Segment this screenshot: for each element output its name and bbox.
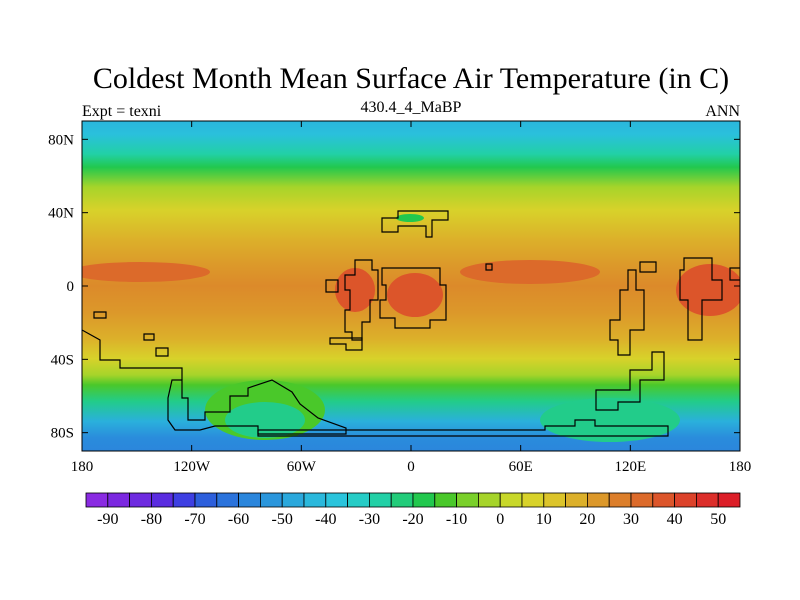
chart-title: Coldest Month Mean Surface Air Temperatu… (93, 62, 729, 95)
colorbar-swatch (281, 492, 305, 508)
x-tick-label: 120E (614, 459, 646, 475)
x-tick-label: 60E (509, 459, 533, 475)
colorbar: -90 -80 -70 -60 -50 -40 -30 -20 -10 0 10 20 30 40 50 (85, 492, 741, 528)
colorbar-swatch (587, 492, 610, 508)
colorbar-swatch (543, 492, 566, 508)
colorbar-swatch (238, 492, 261, 508)
warm-region-africa (387, 273, 443, 317)
colorbar-swatch (216, 492, 240, 508)
y-tick-label: 80S (51, 426, 74, 442)
colorbar-swatch (674, 492, 697, 508)
colorbar-label: 40 (667, 511, 683, 528)
warm-region-central-pacific (460, 260, 600, 284)
x-tick-label: 120W (173, 459, 211, 475)
colorbar-label: 30 (623, 511, 639, 528)
colorbar-swatch (368, 492, 392, 508)
subtitle-right: ANN (705, 103, 740, 120)
colorbar-label: -40 (315, 511, 336, 528)
coastline-east-landmass (609, 269, 645, 356)
coastline-island-tiny-2 (143, 333, 155, 341)
colorbar-swatch (172, 492, 196, 508)
x-tick-label: 0 (407, 459, 415, 475)
colorbar-swatch (565, 492, 588, 508)
coastline-west-edge (82, 329, 183, 380)
colorbar-swatch (521, 492, 545, 508)
colorbar-swatch (630, 492, 654, 508)
y-tick-label: 40S (51, 352, 74, 368)
heatmap-field (82, 121, 740, 451)
colorbar-swatch (303, 492, 327, 508)
coastline-southern-east (595, 351, 665, 411)
coastline-island-tiny-4 (485, 263, 493, 271)
colorbar-swatch (347, 492, 370, 508)
colorbar-label: -80 (141, 511, 162, 528)
colorbar-swatch (717, 492, 741, 508)
colorbar-swatch (390, 492, 414, 508)
warm-region-far-east (676, 264, 740, 316)
y-tick-label: 80N (48, 132, 74, 148)
coastline-far-east-fragment (729, 267, 740, 281)
colorbar-swatch (194, 492, 218, 508)
colorbar-label: 10 (536, 511, 552, 528)
colorbar-label: 50 (710, 511, 726, 528)
colorbar-swatch (107, 492, 131, 508)
colorbar-swatch (325, 492, 348, 508)
colorbar-swatch (412, 492, 436, 508)
x-tick-label: 180 (729, 459, 752, 475)
colorbar-swatch (434, 492, 457, 508)
x-axis: 180 120W 60W 0 60E 120E 180 (71, 121, 752, 475)
y-tick-label: 0 (67, 279, 75, 295)
colorbar-label: -70 (184, 511, 205, 528)
colorbar-swatch (499, 492, 523, 508)
colorbar-swatch (456, 492, 479, 508)
colorbar-swatch (259, 492, 283, 508)
coastline-north-island (381, 210, 449, 238)
coastline-antarctic-west (167, 379, 347, 435)
subtitle-left: Expt = texni (82, 103, 162, 120)
colorbar-label: 0 (496, 511, 504, 528)
colorbar-swatch (85, 492, 109, 508)
y-axis: 80N 40N 0 40S 80S (48, 132, 740, 442)
colorbar-swatch (477, 492, 501, 508)
colorbar-swatch (696, 492, 719, 508)
continent-outlines (82, 210, 740, 437)
colorbar-label: -30 (359, 511, 380, 528)
coastline-small-block (325, 279, 339, 293)
colorbar-label: -50 (272, 511, 293, 528)
coastline-antarctic-east (257, 419, 669, 437)
warm-region-north (396, 214, 424, 222)
colorbar-label: -20 (402, 511, 423, 528)
warm-region-west-pacific (82, 262, 210, 282)
colorbar-label: -60 (228, 511, 249, 528)
coastline-south-block (329, 337, 363, 351)
coastline-central-continent (379, 267, 447, 329)
colorbar-swatch (150, 492, 174, 508)
colorbar-swatch (129, 492, 152, 508)
coastline-far-east (679, 257, 723, 341)
colorbar-label: -90 (97, 511, 118, 528)
x-tick-label: 60W (287, 459, 317, 475)
colorbar-label: 20 (579, 511, 595, 528)
subtitle-center: 430.4_4_MaBP (361, 99, 462, 116)
coastline-island-tiny-1 (93, 311, 107, 319)
colorbar-swatch (608, 492, 632, 508)
x-tick-label: 180 (71, 459, 94, 475)
colorbar-swatch (652, 492, 675, 508)
coastline-island-tiny-3 (155, 347, 169, 357)
cold-region-south-core (225, 402, 305, 438)
coastline-west-continent (344, 259, 379, 341)
y-tick-label: 40N (48, 206, 74, 222)
colorbar-label: -10 (446, 511, 467, 528)
coastline-east-small (639, 261, 657, 273)
cold-region-south-east (540, 398, 680, 442)
